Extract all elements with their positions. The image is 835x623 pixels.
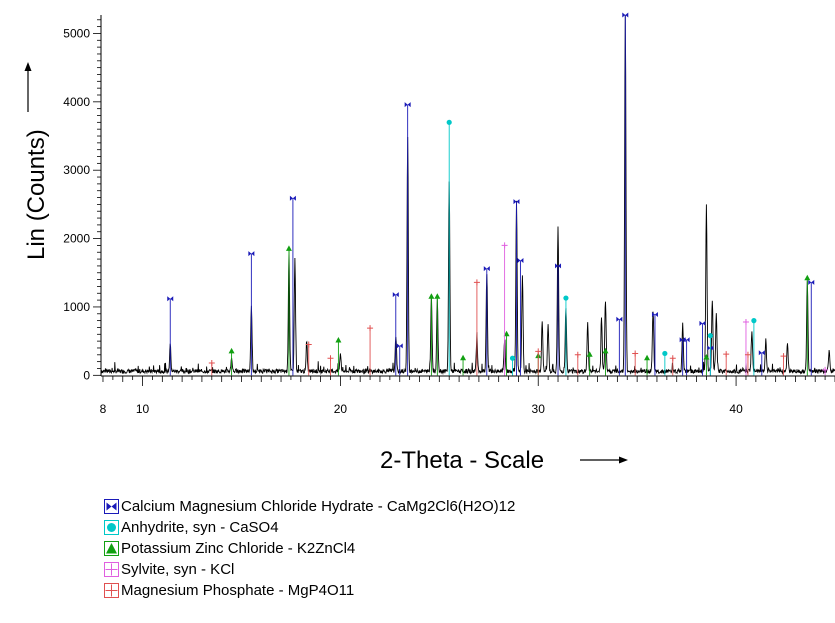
- reference-stick-marker: [392, 292, 399, 298]
- reference-stick-marker: [509, 355, 516, 361]
- reference-stick-marker: [662, 350, 668, 357]
- reference-stick-marker: [699, 320, 706, 326]
- reference-stick-marker: [446, 119, 452, 125]
- reference-stick-marker: [751, 318, 757, 324]
- reference-stick-marker: [758, 350, 765, 356]
- legend-item: Magnesium Phosphate - MgP4O11: [104, 580, 515, 601]
- y-axis-title-group: Lin (Counts): [23, 129, 50, 260]
- y-tick-label: 5000: [63, 26, 90, 40]
- legend-triangle-marker: [106, 543, 117, 554]
- y-tick-label: 2000: [63, 232, 90, 246]
- legend-plus-icon: [104, 583, 119, 598]
- legend-circle-icon: [104, 520, 119, 535]
- y-tick-label: 0: [83, 368, 90, 382]
- axes: 0 1000 2000 3000 4000 5000 8 10 20 30 40: [63, 15, 835, 416]
- x-axis-title: 2-Theta - Scale: [380, 447, 544, 474]
- legend-plus-icon: [104, 562, 119, 577]
- legend-bowtie-icon: [104, 499, 119, 514]
- reference-stick-marker: [228, 347, 235, 354]
- reference-stick-marker: [428, 293, 435, 299]
- legend-item: Sylvite, syn - KCl: [104, 559, 515, 580]
- x-tick-label: 20: [334, 402, 348, 416]
- reference-stick-marker: [460, 354, 467, 361]
- reference-stick-marker: [586, 351, 593, 357]
- reference-stick-marker: [517, 257, 524, 263]
- reference-stick-marker: [644, 354, 651, 361]
- reference-stick-marker: [434, 293, 441, 299]
- reference-stick-marker: [822, 366, 829, 373]
- reference-stick-marker: [367, 325, 374, 332]
- legend-label: Potassium Zinc Chloride - K2ZnCl4: [121, 540, 356, 557]
- reference-stick-marker: [335, 336, 342, 343]
- legend-triangle-icon: [104, 541, 119, 556]
- reference-stick-marker: [707, 333, 713, 339]
- reference-stick-marker: [404, 102, 411, 108]
- reference-stick-marker: [396, 343, 403, 349]
- x-tick-label: 8: [100, 402, 107, 416]
- reference-stick-marker: [632, 350, 639, 357]
- reference-stick-marker: [167, 296, 174, 302]
- y-axis-arrow: [24, 62, 32, 112]
- y-tick-label: 3000: [63, 163, 90, 177]
- reference-stick-marker: [555, 263, 562, 269]
- reference-stick-marker: [535, 348, 542, 355]
- y-tick-label: 4000: [63, 95, 90, 109]
- legend-item: Anhydrite, syn - CaSO4: [104, 517, 515, 538]
- legend-plus-marker: [105, 563, 118, 576]
- reference-stick-marker: [285, 245, 292, 251]
- reference-stick-marker: [651, 311, 658, 317]
- reference-stick-marker: [723, 351, 730, 358]
- legend-circle-marker: [107, 523, 116, 532]
- reference-stick-marker: [703, 354, 710, 360]
- reference-stick-marker: [208, 360, 215, 367]
- measured-pattern-line: [100, 14, 835, 376]
- reference-stick-marker: [248, 251, 255, 257]
- legend-item: Calcium Magnesium Chloride Hydrate - CaM…: [104, 496, 515, 517]
- reference-stick-marker: [574, 351, 581, 358]
- x-tick-label: 40: [729, 402, 743, 416]
- reference-series-5: [208, 279, 787, 376]
- reference-series-2: [446, 119, 757, 376]
- plot-area: [100, 12, 835, 376]
- reference-stick-marker: [808, 279, 815, 285]
- x-axis-arrow: [580, 456, 628, 464]
- legend-label: Magnesium Phosphate - MgP4O11: [121, 582, 355, 599]
- reference-stick-marker: [563, 295, 569, 301]
- reference-stick-marker: [622, 12, 629, 18]
- reference-stick-marker: [305, 341, 312, 348]
- legend: Calcium Magnesium Chloride Hydrate - CaM…: [104, 496, 515, 601]
- reference-stick-marker: [602, 347, 609, 354]
- legend-plus-marker: [105, 584, 118, 597]
- reference-stick-marker: [744, 351, 751, 358]
- reference-stick-marker: [669, 355, 676, 362]
- legend-bowtie-marker: [106, 502, 117, 511]
- y-tick-label: 1000: [63, 300, 90, 314]
- legend-label: Sylvite, syn - KCl: [121, 561, 235, 578]
- reference-stick-marker: [473, 279, 480, 286]
- reference-series-4: [501, 242, 829, 376]
- reference-stick-marker: [804, 274, 811, 281]
- reference-stick-marker: [289, 195, 296, 201]
- reference-stick-marker: [742, 318, 749, 325]
- x-tick-label: 10: [136, 402, 150, 416]
- reference-stick-marker: [683, 337, 690, 343]
- reference-stick-marker: [501, 242, 508, 249]
- reference-stick-marker: [503, 330, 510, 337]
- legend-item: Potassium Zinc Chloride - K2ZnCl4: [104, 538, 515, 559]
- reference-stick-marker: [616, 316, 623, 322]
- reference-stick-marker: [780, 353, 787, 360]
- legend-label: Calcium Magnesium Chloride Hydrate - CaM…: [121, 498, 516, 515]
- reference-stick-marker: [483, 266, 490, 272]
- x-tick-label: 30: [532, 402, 546, 416]
- y-axis-title: Lin (Counts): [23, 129, 50, 260]
- reference-stick-marker: [513, 199, 520, 205]
- reference-series-1: [167, 12, 815, 376]
- legend-label: Anhydrite, syn - CaSO4: [121, 519, 279, 536]
- reference-series-3: [228, 245, 811, 376]
- reference-stick-marker: [327, 355, 334, 362]
